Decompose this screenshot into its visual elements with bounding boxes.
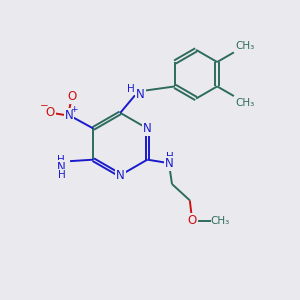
- Text: N: N: [57, 161, 66, 174]
- Text: CH₃: CH₃: [236, 98, 255, 108]
- Text: H: H: [127, 84, 134, 94]
- Text: N: N: [116, 169, 125, 182]
- Text: H: H: [58, 170, 66, 180]
- Text: N: N: [165, 157, 174, 170]
- Text: −: −: [40, 101, 48, 111]
- Text: N: N: [64, 109, 73, 122]
- Text: N: N: [136, 88, 145, 101]
- Text: O: O: [188, 214, 197, 227]
- Text: H: H: [166, 152, 173, 162]
- Text: H: H: [57, 155, 64, 165]
- Text: CH₃: CH₃: [210, 216, 229, 226]
- Text: CH₃: CH₃: [236, 41, 255, 51]
- Text: O: O: [46, 106, 55, 119]
- Text: +: +: [70, 105, 78, 114]
- Text: O: O: [67, 90, 76, 103]
- Text: N: N: [143, 122, 152, 135]
